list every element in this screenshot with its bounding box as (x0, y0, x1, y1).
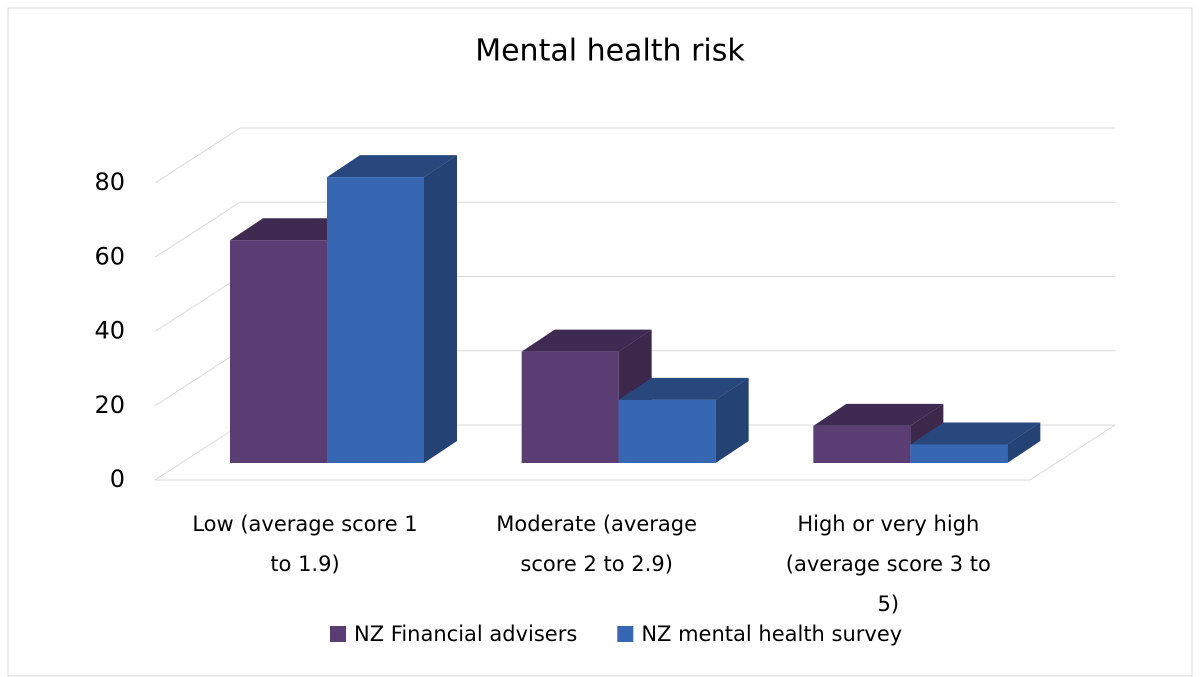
bar-side (1007, 422, 1041, 463)
grid-line (154, 424, 241, 481)
x-tick-label-line: (average score 3 to (786, 552, 991, 576)
bar-top (618, 377, 749, 400)
grid-line (154, 201, 241, 258)
bar (230, 240, 327, 463)
x-tick-label: Moderate (average score 2 to 2.9) (496, 512, 697, 576)
legend-swatch (330, 626, 346, 642)
grid-line (154, 276, 241, 332)
legend-label: NZ Financial advisers (354, 622, 577, 646)
x-tick-label-line: Moderate (average (496, 512, 697, 536)
bar (910, 444, 1008, 463)
legend-label: NZ mental health survey (641, 622, 902, 646)
bar-top (813, 403, 944, 426)
x-tick-label: High or very high (average score 3 to 5) (786, 512, 991, 616)
bar-side (424, 155, 457, 463)
y-tick-label: 80 (94, 168, 125, 196)
x-tick-label-line: to 1.9) (270, 552, 339, 576)
y-tick-label: 20 (94, 391, 125, 419)
grid-line (154, 127, 241, 184)
bar-top (327, 155, 457, 178)
bar-top (521, 329, 652, 352)
x-tick-label-line: Low (average score 1 (192, 512, 417, 536)
bar-top (910, 422, 1041, 445)
x-tick-label: Low (average score 1 to 1.9) (192, 512, 417, 576)
x-tick-label-line: High or very high (797, 512, 979, 536)
x-tick-label-line: 5) (878, 592, 900, 616)
grid-line (154, 350, 241, 407)
bar (813, 425, 911, 463)
floor-edge (1029, 424, 1116, 481)
y-tick-label: 40 (94, 317, 125, 345)
bar (521, 351, 619, 463)
y-tick-label: 0 (110, 465, 125, 493)
x-tick-label-line: score 2 to 2.9) (520, 552, 673, 576)
legend-swatch (617, 626, 634, 642)
y-tick-label: 60 (94, 242, 125, 270)
bar (618, 399, 716, 463)
chart-title: Mental health risk (475, 34, 745, 69)
bar-side (715, 377, 749, 463)
bar (327, 177, 424, 463)
